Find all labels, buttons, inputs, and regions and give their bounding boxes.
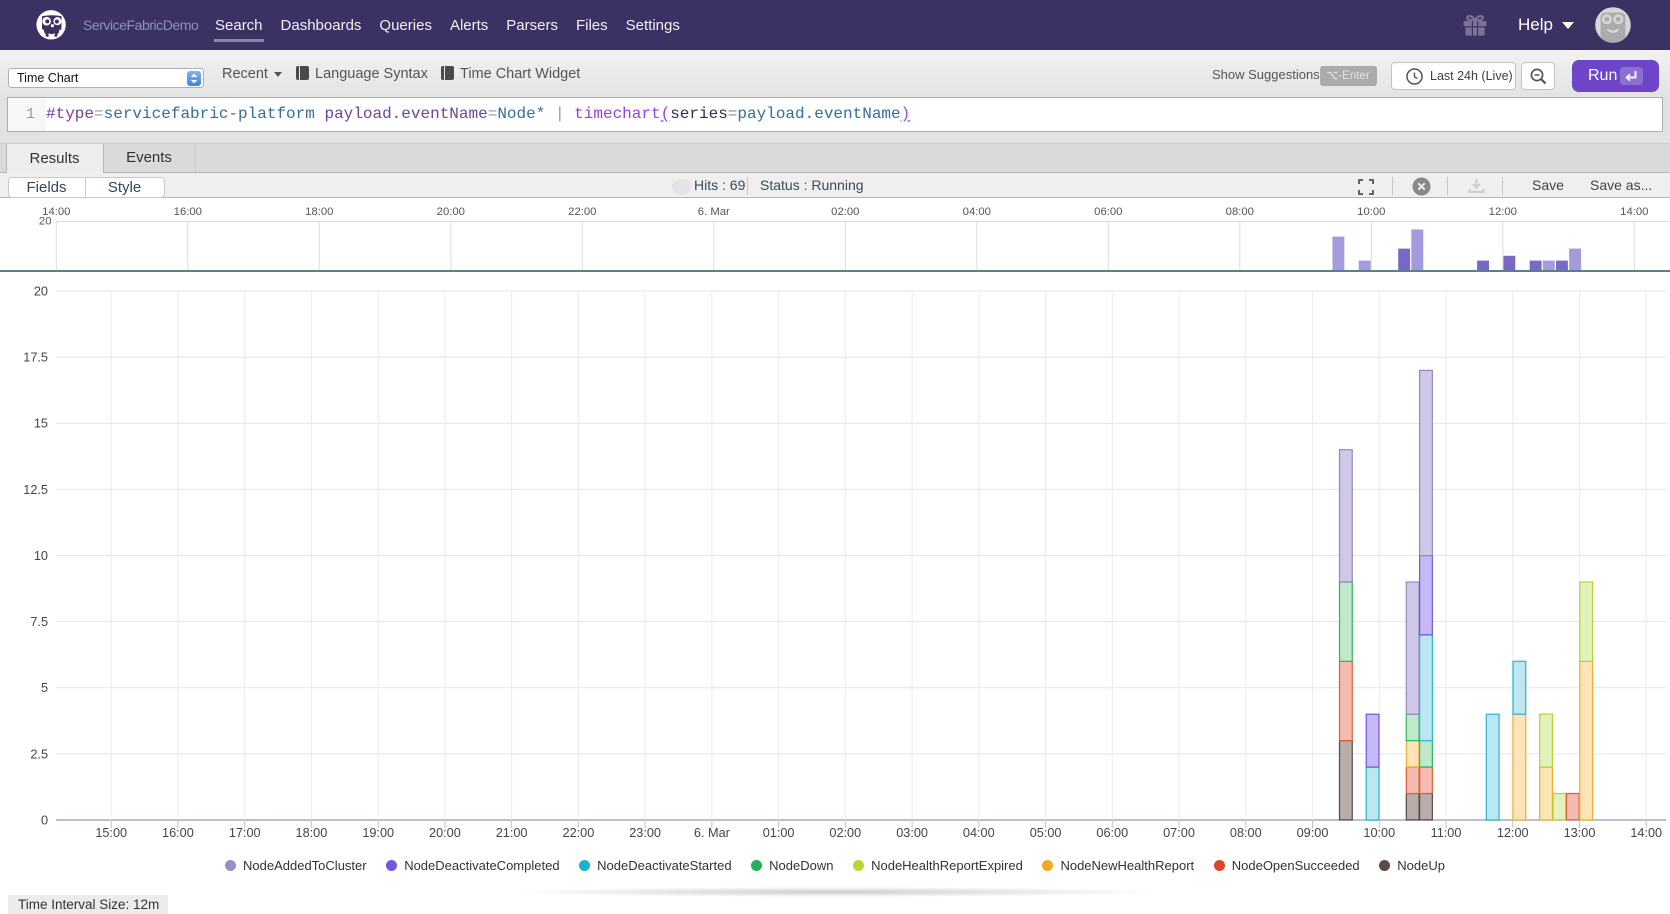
svg-text:16:00: 16:00 [162,826,194,840]
svg-text:15: 15 [34,417,48,431]
svg-text:5: 5 [41,681,48,695]
svg-text:18:00: 18:00 [296,826,328,840]
svg-text:12:00: 12:00 [1489,206,1517,218]
svg-text:20: 20 [34,284,48,298]
svg-text:10:00: 10:00 [1357,206,1385,218]
svg-text:22:00: 22:00 [563,826,595,840]
svg-text:22:00: 22:00 [568,206,596,218]
svg-text:14:00: 14:00 [1620,206,1648,218]
svg-text:19:00: 19:00 [362,826,394,840]
svg-text:7.5: 7.5 [30,615,48,629]
svg-text:2.5: 2.5 [30,747,48,761]
svg-text:03:00: 03:00 [896,826,928,840]
svg-text:02:00: 02:00 [831,206,859,218]
svg-text:10: 10 [34,549,48,563]
svg-text:18:00: 18:00 [305,206,333,218]
svg-text:15:00: 15:00 [95,826,127,840]
svg-text:11:00: 11:00 [1431,826,1462,840]
svg-text:20: 20 [39,216,52,228]
svg-text:04:00: 04:00 [963,826,995,840]
svg-text:08:00: 08:00 [1230,826,1262,840]
svg-text:14:00: 14:00 [1630,826,1662,840]
svg-text:04:00: 04:00 [963,206,991,218]
svg-text:10:00: 10:00 [1363,826,1395,840]
svg-text:17:00: 17:00 [229,826,261,840]
svg-text:05:00: 05:00 [1030,826,1062,840]
svg-text:09:00: 09:00 [1297,826,1329,840]
svg-text:12.5: 12.5 [23,483,48,497]
svg-text:23:00: 23:00 [629,826,661,840]
svg-text:16:00: 16:00 [174,206,202,218]
svg-text:12:00: 12:00 [1497,826,1529,840]
svg-text:6. Mar: 6. Mar [694,826,731,840]
svg-text:06:00: 06:00 [1094,206,1122,218]
svg-text:21:00: 21:00 [496,826,528,840]
svg-text:20:00: 20:00 [437,206,465,218]
svg-text:17.5: 17.5 [23,350,48,364]
svg-text:06:00: 06:00 [1096,826,1128,840]
svg-text:02:00: 02:00 [829,826,861,840]
svg-text:08:00: 08:00 [1226,206,1254,218]
svg-text:07:00: 07:00 [1163,826,1195,840]
svg-text:14:00: 14:00 [42,206,70,218]
svg-text:6. Mar: 6. Mar [698,206,730,218]
svg-text:0: 0 [41,813,48,827]
svg-text:01:00: 01:00 [763,826,795,840]
svg-text:20:00: 20:00 [429,826,461,840]
svg-text:13:00: 13:00 [1564,826,1596,840]
